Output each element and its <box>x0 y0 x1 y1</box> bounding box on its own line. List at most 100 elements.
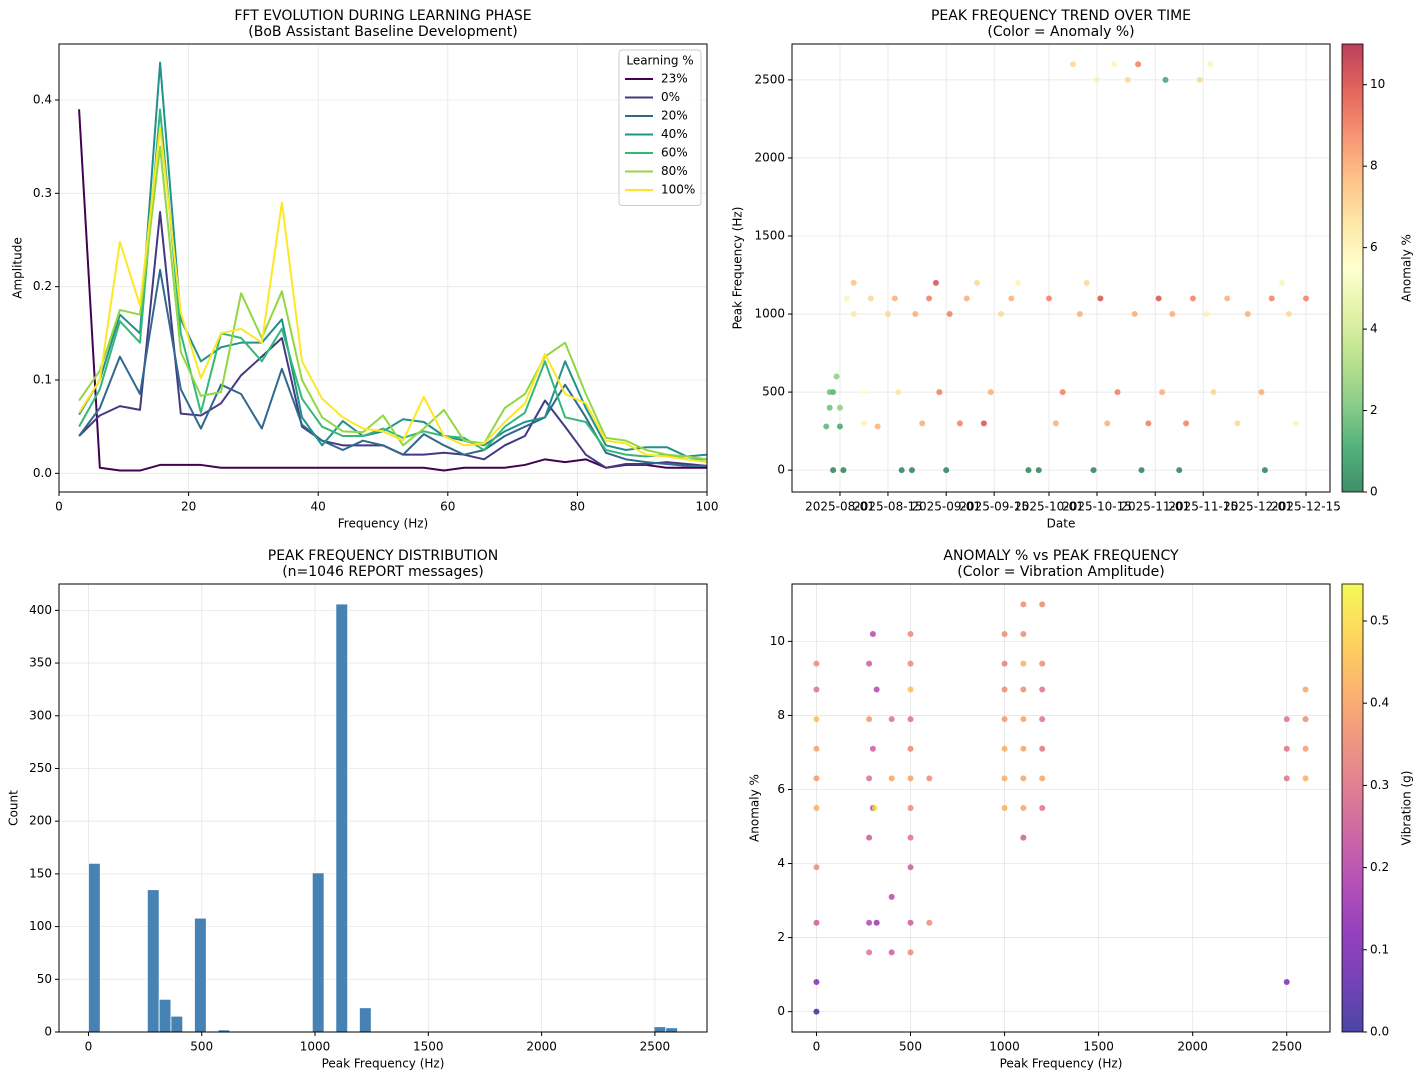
x-tick-label: 0 <box>55 500 63 514</box>
scatter-point <box>1020 660 1027 667</box>
legend-label: 40% <box>661 127 688 141</box>
y-tick-label: 0.2 <box>33 279 52 293</box>
scatter-point <box>823 423 830 430</box>
x-tick-label: 2025-09-01 <box>911 500 981 514</box>
scatter-point <box>1093 76 1100 83</box>
scatter-point <box>1135 61 1142 68</box>
x-tick-label: 1000 <box>300 1040 331 1054</box>
y-tick-label: 100 <box>29 919 52 933</box>
scatter-point <box>1169 311 1176 318</box>
scatter-point <box>843 295 850 302</box>
scatter-point <box>869 630 876 637</box>
x-tick-label: 500 <box>190 1040 213 1054</box>
scatter-point <box>867 295 874 302</box>
plot-area <box>792 44 1330 492</box>
bar <box>665 1027 678 1032</box>
scatter-point <box>1302 775 1309 782</box>
x-tick-label: 20 <box>181 500 196 514</box>
x-tick-label: 80 <box>570 500 585 514</box>
scatter-point <box>836 404 843 411</box>
scatter-point <box>907 834 914 841</box>
subplot: PEAK FREQUENCY TREND OVER TIME(Color = A… <box>731 8 1414 531</box>
colorbar-tick-label: 6 <box>1370 240 1378 254</box>
scatter-point <box>836 423 843 430</box>
x-tick-label: 2025-12-01 <box>1223 500 1293 514</box>
series-line <box>78 127 707 464</box>
scatter-point <box>1131 311 1138 318</box>
scatter-point <box>907 919 914 926</box>
scatter-point <box>1039 745 1046 752</box>
colorbar-tick-label: 0.3 <box>1370 778 1389 792</box>
axes-frame <box>58 43 708 493</box>
scatter-point <box>1176 467 1183 474</box>
bar <box>88 862 101 1032</box>
x-tick-label: 1500 <box>1083 1040 1114 1054</box>
y-tick-label: 150 <box>29 866 52 880</box>
scatter-point <box>1283 716 1290 723</box>
x-tick-label: 2000 <box>526 1040 557 1054</box>
scatter-point <box>1035 467 1042 474</box>
y-tick-label: 250 <box>29 761 52 775</box>
bar <box>653 1026 667 1032</box>
legend-title: Learning % <box>626 54 693 68</box>
scatter-point <box>1111 61 1118 68</box>
y-tick-label: 0.1 <box>33 373 52 387</box>
subplot: ANOMALY % vs PEAK FREQUENCY(Color = Vibr… <box>748 548 1414 1071</box>
scatter-point <box>907 775 914 782</box>
scatter-point <box>1039 716 1046 723</box>
chart-title: PEAK FREQUENCY TREND OVER TIME <box>931 8 1191 24</box>
scatter-point <box>813 745 820 752</box>
legend-label: 60% <box>661 146 688 160</box>
colorbar-tick-label: 10 <box>1370 77 1385 91</box>
scatter-point <box>1114 389 1121 396</box>
x-tick-label: 2025-11-15 <box>1168 500 1238 514</box>
plot-area <box>59 584 707 1032</box>
x-tick-label: 0 <box>85 1040 93 1054</box>
bar <box>311 872 325 1032</box>
y-tick-label: 500 <box>762 385 785 399</box>
scatter-point <box>1001 805 1008 811</box>
scatter-point <box>850 279 857 286</box>
scatter-point <box>860 420 867 427</box>
scatter-point <box>1303 295 1310 302</box>
x-tick-label: 2025-10-01 <box>1014 500 1084 514</box>
scatter-point <box>943 467 950 474</box>
scatter-point <box>813 660 820 667</box>
scatter-point <box>871 805 878 811</box>
legend-label: 23% <box>661 72 688 86</box>
subplot: PEAK FREQUENCY DISTRIBUTION(n=1046 REPOR… <box>7 548 708 1071</box>
y-tick-label: 0 <box>777 463 785 477</box>
scatter-point <box>1285 311 1292 318</box>
chart-title: ANOMALY % vs PEAK FREQUENCY <box>943 548 1179 564</box>
scatter-point <box>1203 311 1210 318</box>
scatter-point <box>1159 389 1166 396</box>
scatter-point <box>1020 834 1027 841</box>
data-layer <box>88 603 678 1032</box>
y-axis-label: Peak Frequency (Hz) <box>731 207 745 330</box>
colorbar-label: Vibration (g) <box>1400 771 1414 846</box>
scatter-point <box>860 389 867 396</box>
colorbar-tick-label: 4 <box>1370 322 1378 336</box>
scatter-point <box>1020 686 1027 693</box>
scatter-point <box>1183 420 1190 427</box>
legend: Learning % 23% 0% 20% 40% 60% 80% 100% <box>618 49 702 206</box>
scatter-point <box>1292 420 1299 427</box>
scatter-point <box>1001 716 1008 723</box>
colorbar-tick-label: 0.4 <box>1370 696 1389 710</box>
scatter-point <box>908 467 915 474</box>
bar <box>335 603 349 1032</box>
series-line <box>78 108 707 461</box>
scatter-point <box>1090 467 1097 474</box>
scatter-point <box>1020 805 1027 811</box>
y-tick-label: 0.0 <box>33 466 52 480</box>
x-tick-label: 1500 <box>413 1040 444 1054</box>
colorbar-tick-label: 0.1 <box>1370 942 1389 956</box>
bar <box>359 1007 372 1032</box>
y-tick-label: 2500 <box>754 72 785 86</box>
scatter-point <box>813 1008 820 1015</box>
scatter-point <box>888 949 895 956</box>
y-tick-label: 0.3 <box>33 186 52 200</box>
data-layer <box>823 61 1310 474</box>
scatter-point <box>932 279 939 286</box>
scatter-point <box>1189 295 1196 302</box>
